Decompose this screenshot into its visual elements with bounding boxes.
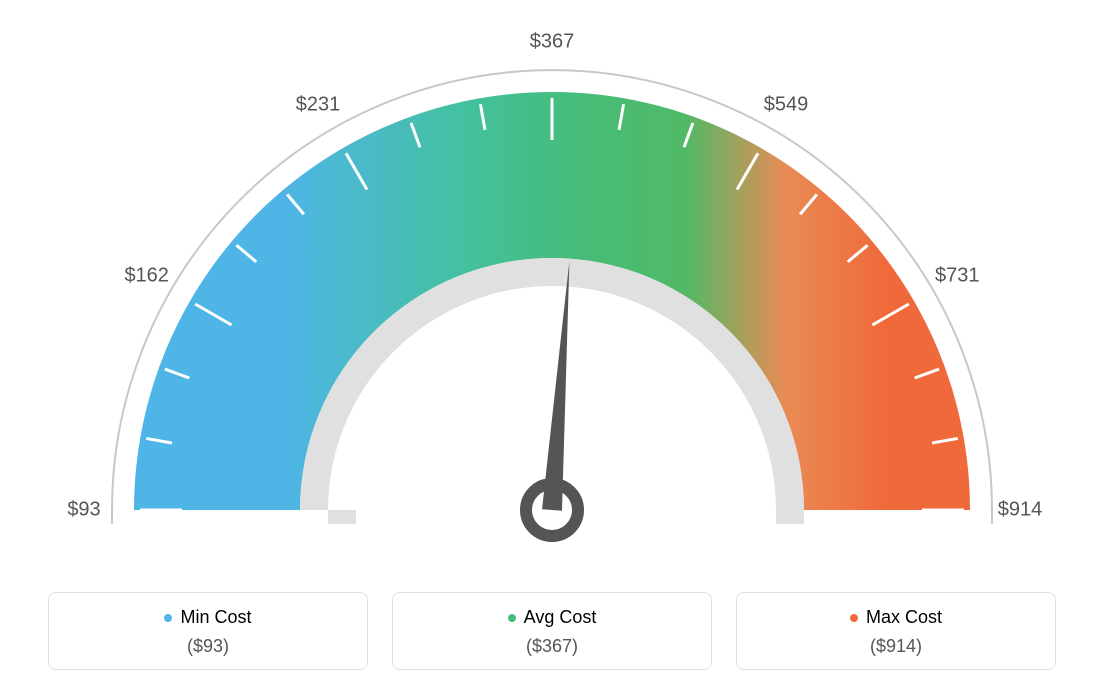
cost-gauge-chart: $93 $162 $231 $367 $549 $731 $914	[52, 0, 1052, 560]
legend-title-min: Min Cost	[164, 607, 251, 628]
gauge-tick-label: $367	[530, 31, 575, 54]
legend-dot-max	[850, 614, 858, 622]
legend-dot-avg	[508, 614, 516, 622]
legend-label-min: Min Cost	[180, 607, 251, 628]
legend-title-max: Max Cost	[850, 607, 942, 628]
legend-card-avg: Avg Cost ($367)	[392, 592, 712, 670]
legend-label-avg: Avg Cost	[524, 607, 597, 628]
legend-value-min: ($93)	[49, 636, 367, 657]
gauge-tick-label: $162	[124, 265, 169, 288]
legend-value-max: ($914)	[737, 636, 1055, 657]
gauge-svg	[52, 0, 1052, 560]
gauge-tick-label: $93	[67, 499, 100, 522]
legend-card-min: Min Cost ($93)	[48, 592, 368, 670]
legend-dot-min	[164, 614, 172, 622]
legend-row: Min Cost ($93) Avg Cost ($367) Max Cost …	[48, 592, 1056, 670]
legend-card-max: Max Cost ($914)	[736, 592, 1056, 670]
gauge-tick-label: $549	[764, 93, 809, 116]
legend-value-avg: ($367)	[393, 636, 711, 657]
gauge-tick-label: $231	[296, 93, 341, 116]
gauge-tick-label: $914	[998, 499, 1043, 522]
legend-title-avg: Avg Cost	[508, 607, 597, 628]
legend-label-max: Max Cost	[866, 607, 942, 628]
gauge-tick-label: $731	[935, 265, 980, 288]
